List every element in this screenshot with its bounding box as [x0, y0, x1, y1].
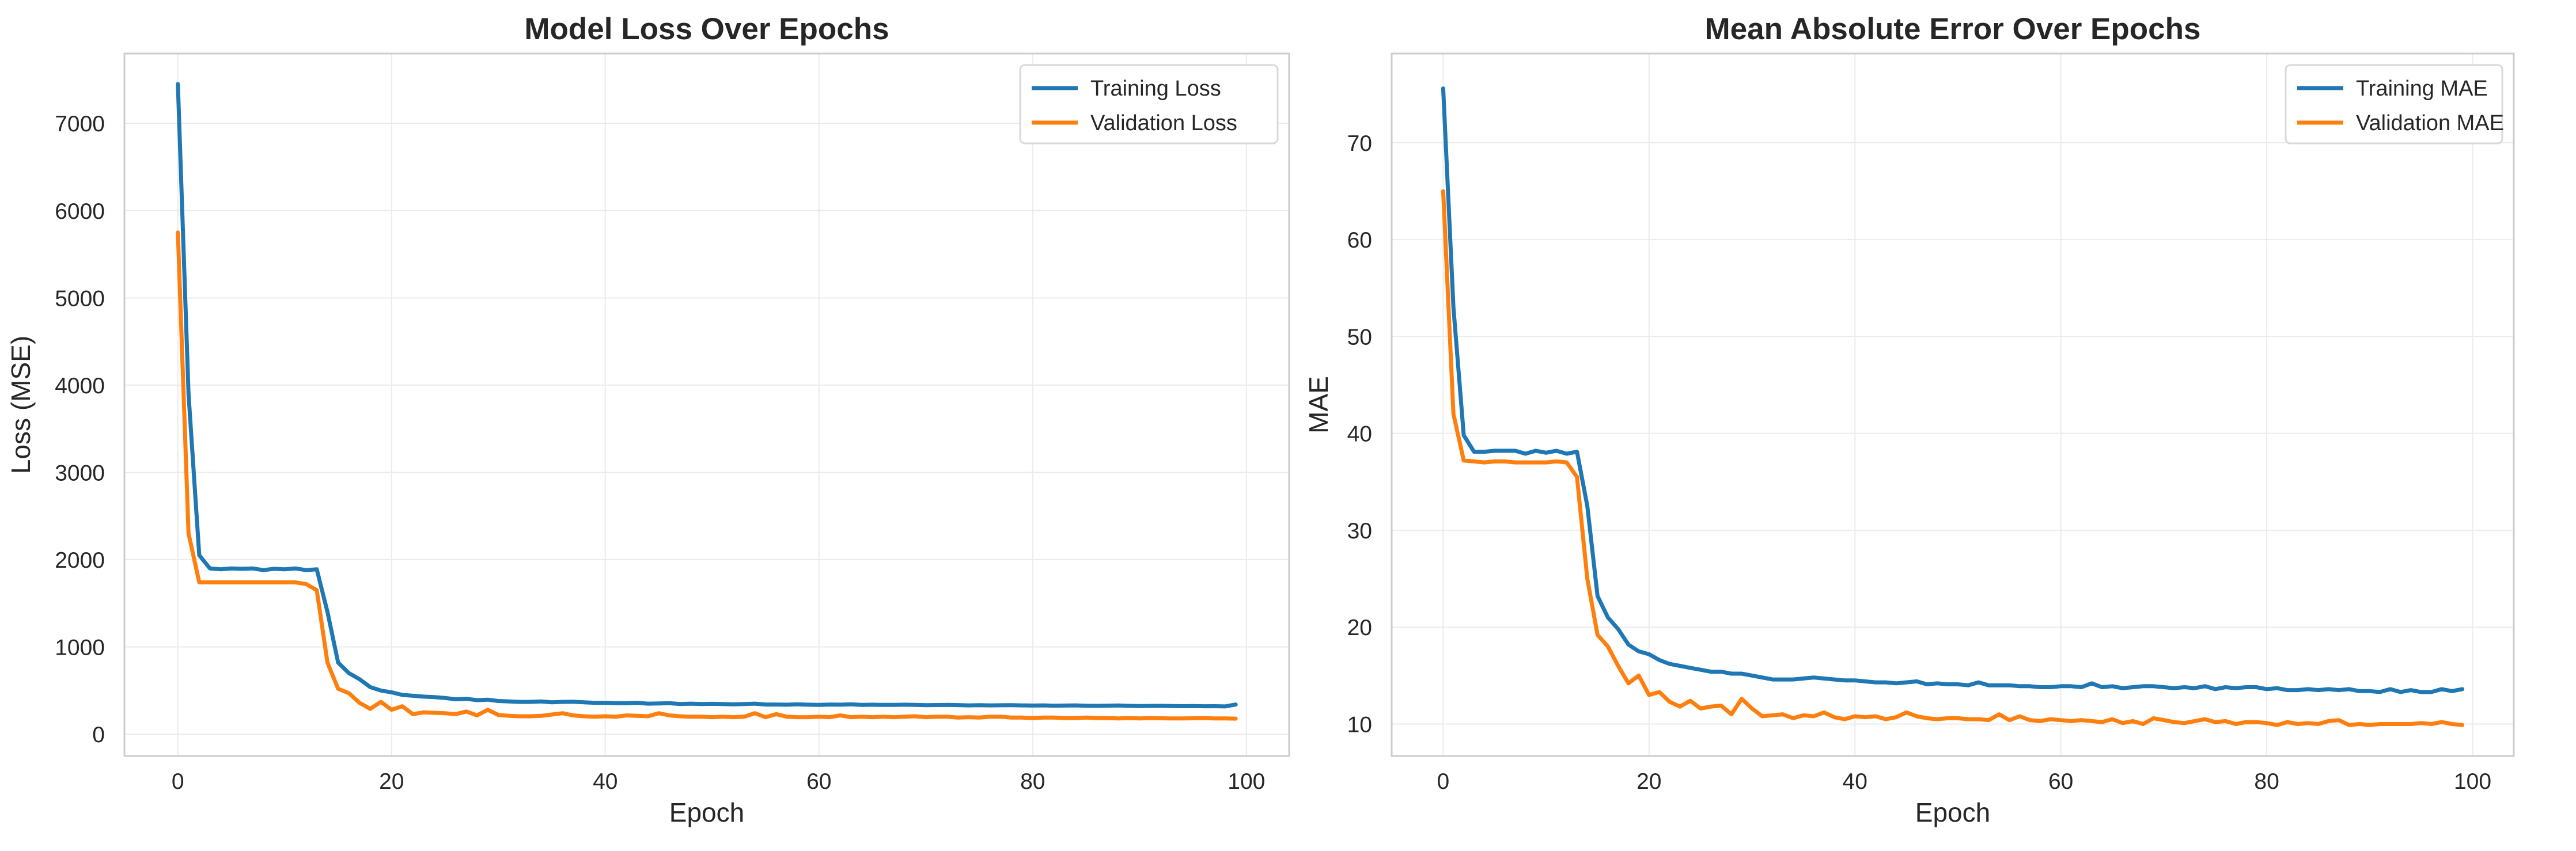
- x-tick-label: 100: [1228, 769, 1265, 794]
- legend: Training Loss Validation Loss: [1019, 64, 1279, 145]
- y-tick-label: 7000: [55, 112, 105, 136]
- series-line-training-mae: [1441, 86, 2465, 694]
- x-tick-label: 20: [379, 769, 404, 794]
- legend: Training MAE Validation MAE: [2285, 64, 2504, 145]
- x-tick-label: 100: [2454, 769, 2491, 794]
- x-tick-label: 0: [1437, 769, 1450, 794]
- y-tick-label: 0: [92, 723, 105, 747]
- legend-entry: Validation Loss: [1090, 111, 1237, 135]
- chart-panel-2: 0 20 40 60 80 100 10 20 30 40 50 60 70 Mean Absolute …: [1304, 12, 2515, 827]
- y-tick-label: 6000: [55, 199, 105, 224]
- legend-entry: Training Loss: [1090, 77, 1221, 101]
- legend-box: [1019, 64, 1279, 145]
- y-tick-label: 3000: [55, 461, 105, 485]
- legend-entry: Validation MAE: [2356, 111, 2504, 135]
- x-axis-label: Epoch: [1915, 797, 1990, 827]
- y-tick-label: 20: [1347, 616, 1372, 640]
- x-tick-label: 40: [1843, 769, 1867, 794]
- x-tick-label: 80: [2254, 769, 2279, 794]
- x-tick-label: 40: [593, 769, 618, 794]
- x-tick-label: 80: [1020, 769, 1045, 794]
- chart-title: Mean Absolute Error Over Epochs: [1705, 12, 2201, 46]
- chart-panel-1: 0 20 40 60 80 1000100020003000400050006000700…: [6, 12, 1290, 827]
- series-line-validation-loss: [176, 230, 1238, 721]
- x-tick-label: 20: [1636, 769, 1661, 794]
- x-tick-label: 60: [806, 769, 831, 794]
- series-line-validation-mae: [1441, 189, 2465, 727]
- y-tick-label: 30: [1347, 519, 1372, 544]
- y-axis-label: Loss (MSE): [6, 336, 36, 474]
- plot-frame: [123, 52, 1290, 757]
- legend-entry: Training MAE: [2356, 77, 2488, 101]
- series-line-training-loss: [176, 82, 1238, 709]
- y-tick-label: 60: [1347, 228, 1372, 253]
- y-tick-label: 40: [1347, 422, 1372, 447]
- plot-frame: [1391, 52, 2515, 757]
- y-tick-label: 4000: [55, 374, 105, 398]
- y-tick-label: 10: [1347, 712, 1372, 737]
- chart-title: Model Loss Over Epochs: [524, 12, 889, 46]
- y-tick-label: 1000: [55, 636, 105, 660]
- y-tick-label: 2000: [55, 548, 105, 573]
- y-tick-label: 5000: [55, 286, 105, 311]
- x-tick-label: 0: [172, 769, 184, 794]
- y-tick-label: 70: [1347, 131, 1372, 156]
- x-axis-label: Epoch: [669, 797, 744, 827]
- y-axis-label: MAE: [1304, 376, 1334, 434]
- y-tick-label: 50: [1347, 325, 1372, 349]
- x-tick-label: 60: [2048, 769, 2073, 794]
